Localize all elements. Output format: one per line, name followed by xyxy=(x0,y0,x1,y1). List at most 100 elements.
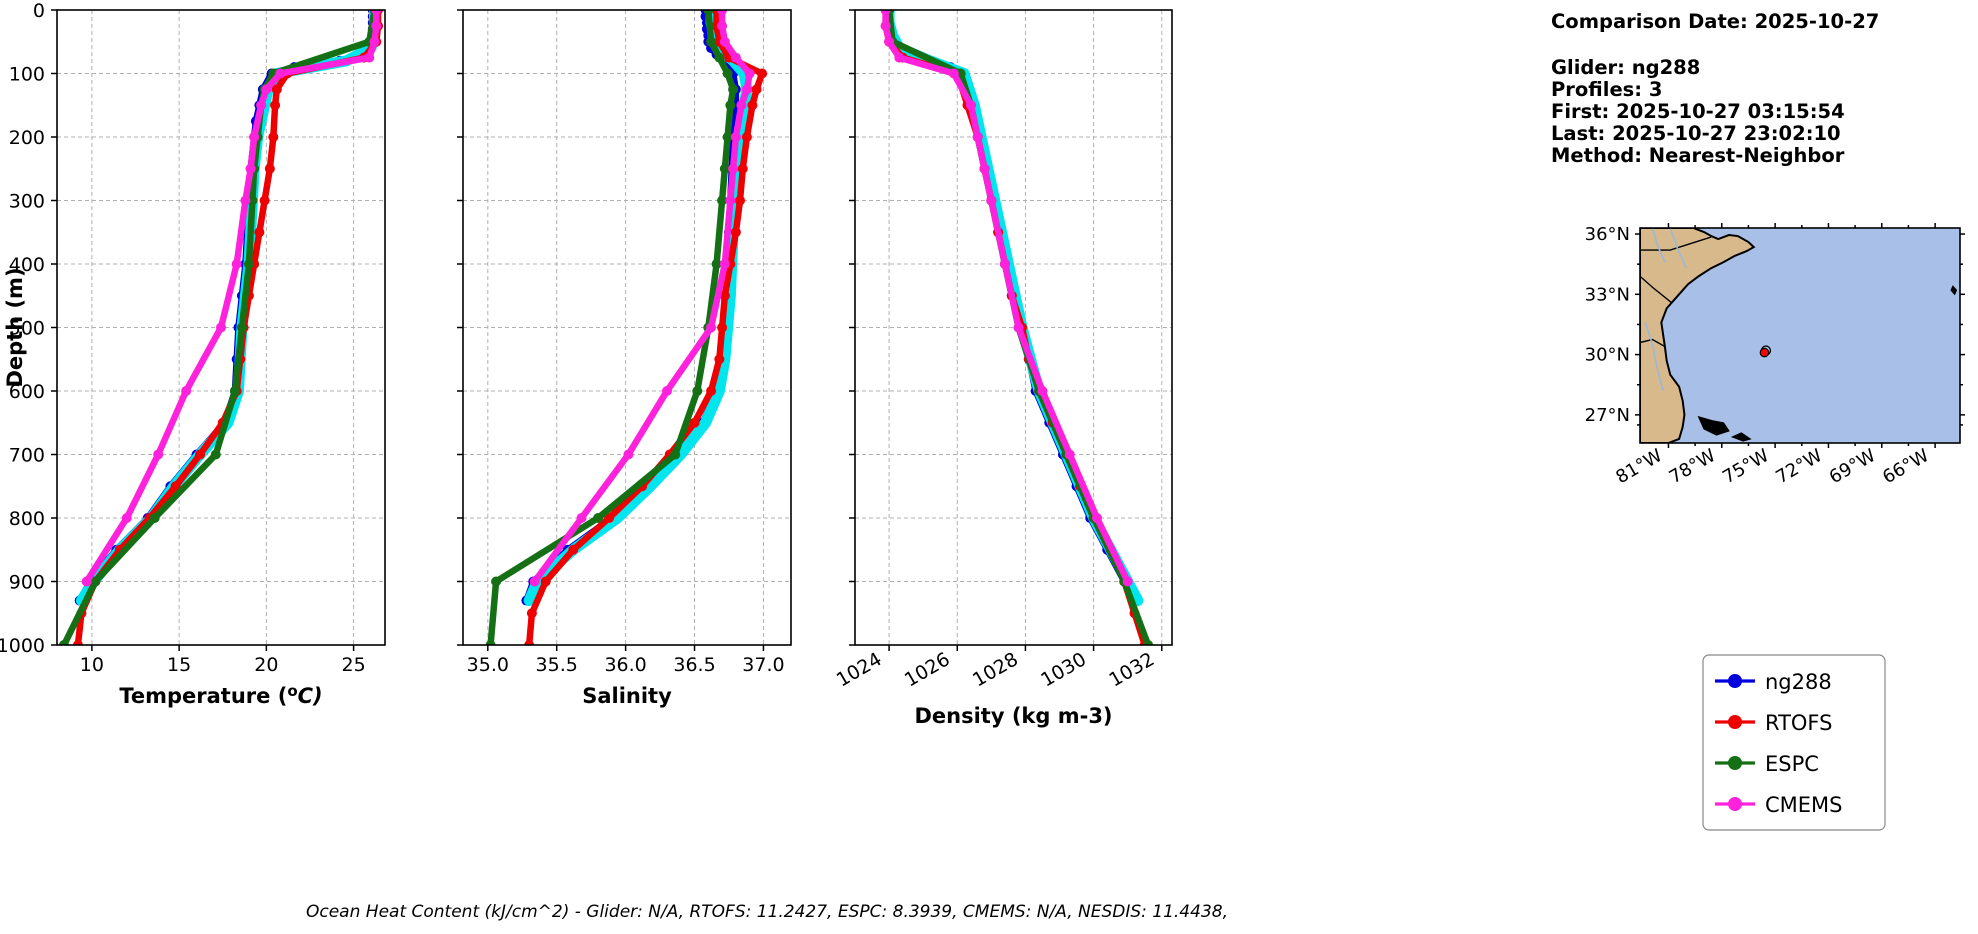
method-text: Method: Nearest-Neighbor xyxy=(1551,144,1845,167)
data-point-CMEMS xyxy=(986,195,997,206)
map-lon-label: 81°W xyxy=(1612,445,1666,488)
x-axis-title: Density (kg m-3) xyxy=(914,704,1112,728)
data-point-RTOFS xyxy=(689,417,700,428)
data-point-CMEMS xyxy=(369,36,380,47)
map-lat-label: 30°N xyxy=(1585,345,1630,366)
legend-item-ng288[interactable]: ng288 xyxy=(1715,670,1832,694)
data-point-CMEMS xyxy=(979,163,990,174)
gridlines xyxy=(855,9,1172,646)
data-point-RTOFS xyxy=(264,163,275,174)
data-point-CMEMS xyxy=(741,84,752,95)
y-tick-label: 600 xyxy=(9,381,45,403)
data-point-CMEMS xyxy=(880,10,891,15)
data-point-CMEMS xyxy=(249,132,260,142)
legend-item-CMEMS[interactable]: CMEMS xyxy=(1715,793,1843,817)
plot-panel-salinity: 35.0 35.5 36.0 36.5 37.0 Salinity xyxy=(457,9,792,708)
y-tick-label: 500 xyxy=(9,318,45,340)
data-point-CMEMS xyxy=(972,132,983,142)
y-tick-label: 100 xyxy=(9,64,45,86)
legend-marker-ng288 xyxy=(1728,674,1742,688)
data-point-CMEMS xyxy=(730,52,741,63)
celsius-c: C) xyxy=(298,684,323,708)
last-profile-text: Last: 2025-10-27 23:02:10 xyxy=(1551,122,1841,145)
data-point-ESPC xyxy=(670,449,681,460)
map-lon-label: 78°W xyxy=(1666,445,1720,488)
profiles-text: Profiles: 3 xyxy=(1551,78,1662,101)
data-point-RTOFS xyxy=(271,84,282,95)
data-point-CMEMS xyxy=(181,386,192,396)
data-point-ESPC xyxy=(593,513,604,523)
map-lon-label: 66°W xyxy=(1879,445,1933,488)
series-line-RTOFS xyxy=(525,10,766,645)
x-tick-label: 1032 xyxy=(1105,648,1158,691)
map-river xyxy=(1669,228,1687,269)
first-profile-text: First: 2025-10-27 03:15:54 xyxy=(1551,100,1845,123)
data-point-RTOFS xyxy=(747,100,758,111)
data-point-CMEMS xyxy=(730,132,741,142)
series-CMEMS xyxy=(81,10,382,587)
x-tick-label: 10 xyxy=(80,654,104,676)
data-point-CMEMS xyxy=(719,259,730,269)
data-point-CMEMS xyxy=(719,36,730,47)
data-point-CMEMS xyxy=(717,10,728,15)
y-tick-label: 800 xyxy=(9,508,45,530)
x-tick-label: 1030 xyxy=(1037,648,1090,691)
data-point-RTOFS xyxy=(268,132,279,142)
data-point-CMEMS xyxy=(744,68,755,79)
map-state-border xyxy=(1640,236,1712,251)
legend-label-ESPC: ESPC xyxy=(1765,752,1819,776)
data-point-ESPC xyxy=(725,100,736,111)
data-point-RTOFS xyxy=(170,481,181,492)
map-lon-label: 69°W xyxy=(1826,445,1880,488)
glider-text: Glider: ng288 xyxy=(1551,56,1700,79)
data-point-CMEMS xyxy=(948,68,959,79)
map-state-border xyxy=(1640,338,1666,348)
y-tick-label: 200 xyxy=(9,127,45,149)
data-point-ESPC xyxy=(243,259,254,269)
legend-item-RTOFS[interactable]: RTOFS xyxy=(1715,711,1832,735)
series-group xyxy=(880,10,1154,645)
data-point-CMEMS xyxy=(965,100,976,111)
data-point-CMEMS xyxy=(1122,576,1133,587)
series-group xyxy=(485,10,768,645)
data-point-CMEMS xyxy=(706,322,717,333)
data-point-ESPC xyxy=(149,513,160,523)
data-point-CMEMS xyxy=(153,449,164,460)
x-tick-label: 15 xyxy=(167,654,191,676)
data-point-RTOFS xyxy=(526,608,537,619)
map-inner xyxy=(1640,228,1958,443)
data-point-RTOFS xyxy=(254,227,265,238)
data-point-CMEMS xyxy=(121,513,132,523)
data-point-ESPC xyxy=(711,259,722,269)
data-point-RTOFS xyxy=(730,227,741,238)
y-tick-label: 0 xyxy=(33,0,45,22)
map-spine xyxy=(1639,227,1961,444)
x-tick-label: 25 xyxy=(342,654,366,676)
map-island xyxy=(1730,432,1752,442)
y-tick-label: 900 xyxy=(9,572,45,594)
data-point-RTOFS xyxy=(540,576,551,587)
x-tick-label: 1026 xyxy=(901,648,954,691)
data-point-ESPC xyxy=(703,10,714,15)
data-point-CMEMS xyxy=(245,163,256,174)
series-group xyxy=(58,10,384,645)
legend-item-ESPC[interactable]: ESPC xyxy=(1715,752,1819,776)
data-point-RTOFS xyxy=(719,290,730,301)
y-tick-label: 300 xyxy=(9,191,45,213)
map-river xyxy=(1651,228,1666,263)
plot-panel-temperature: 10 15 20 25 0 100 200 300 400 500 600 700 800 900 1000… xyxy=(0,0,386,708)
data-point-ESPC xyxy=(236,322,247,333)
ocean-heat-content-caption: Ocean Heat Content (kJ/cm^2) - Glider: N… xyxy=(306,902,1228,922)
map-glider-marker xyxy=(1759,347,1770,358)
data-point-ESPC xyxy=(210,449,221,460)
data-point-CMEMS xyxy=(275,68,286,79)
y-tick-label: 1000 xyxy=(0,635,45,657)
data-point-RTOFS xyxy=(735,195,746,206)
data-point-CMEMS xyxy=(1037,386,1048,396)
data-point-CMEMS xyxy=(1092,513,1103,523)
x-tick-label: 36.5 xyxy=(673,654,715,676)
data-point-CMEMS xyxy=(884,36,895,47)
x-tick-label: 36.0 xyxy=(604,654,646,676)
data-point-CMEMS xyxy=(623,449,634,460)
